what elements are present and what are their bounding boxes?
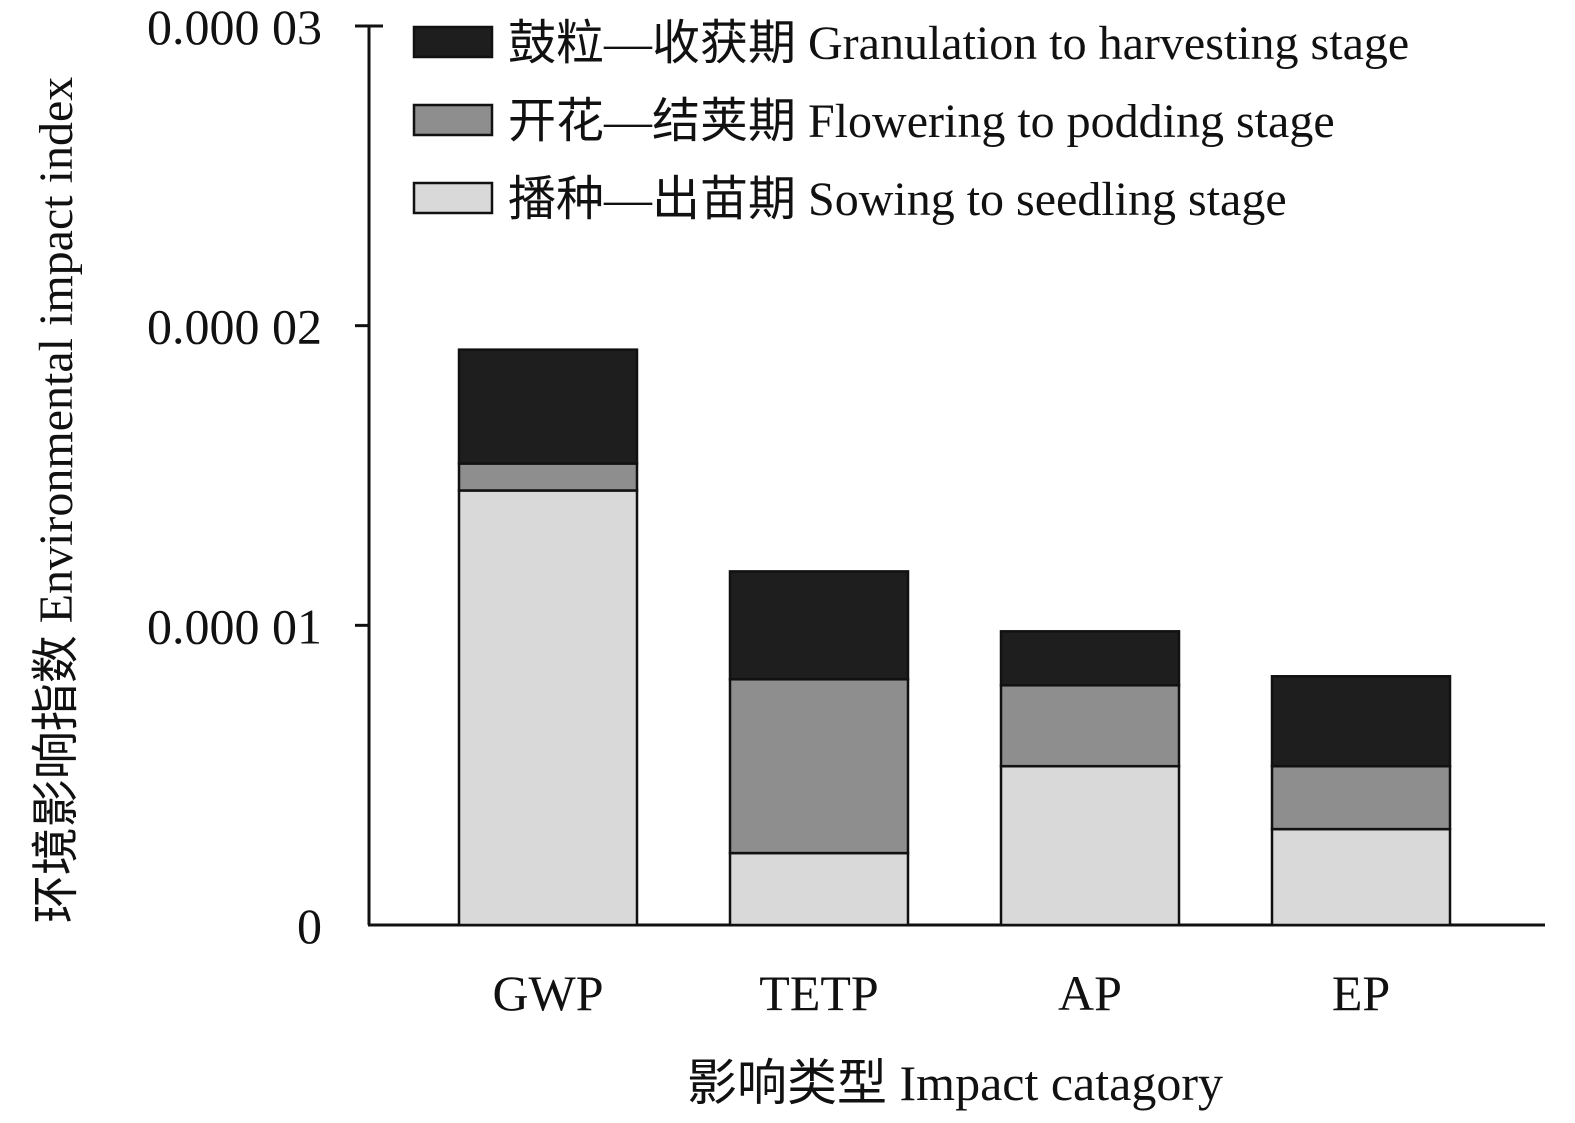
bar-segment	[1270, 827, 1452, 927]
bar-segment	[728, 851, 910, 927]
x-tick-label: TETP	[759, 965, 878, 1021]
y-tick-label: 0.000 03	[147, 0, 322, 55]
x-axis-label: 影响类型 Impact catagory	[687, 1055, 1223, 1111]
x-tick-label: EP	[1332, 965, 1390, 1021]
legend-label: 开花—结荚期 Flowering to podding stage	[508, 95, 1335, 148]
bar-segment	[728, 678, 910, 855]
bar-segment	[457, 489, 639, 927]
x-tick-label: AP	[1058, 965, 1122, 1021]
bar-segment	[728, 570, 910, 681]
bar-segment	[999, 630, 1181, 687]
x-tick-labels: GWP TETP AP EP	[492, 965, 1390, 1021]
legend: 鼓粒—收获期 Granulation to harvesting stage 开花…	[412, 17, 1409, 226]
y-ticks: 0 0.000 01 0.000 02 0.000 03	[147, 0, 369, 954]
bar-segment	[999, 764, 1181, 927]
bar-segment	[1270, 764, 1452, 831]
legend-swatch	[412, 25, 494, 59]
bar-segment	[1270, 675, 1452, 768]
bar-segment	[999, 684, 1181, 768]
bar-segment	[457, 462, 639, 492]
y-tick-label: 0	[297, 898, 322, 954]
y-tick-label: 0.000 01	[147, 598, 322, 654]
y-axis-label: 环境影响指数 Environmental impact index	[30, 77, 83, 924]
bars	[457, 348, 1452, 927]
legend-label: 播种—出苗期 Sowing to seedling stage	[508, 173, 1287, 226]
bar-segment	[457, 348, 639, 465]
legend-swatch	[412, 103, 494, 137]
legend-label: 鼓粒—收获期 Granulation to harvesting stage	[508, 17, 1409, 70]
legend-swatch	[412, 181, 494, 215]
x-tick-label: GWP	[492, 965, 603, 1021]
y-tick-label: 0.000 02	[147, 299, 322, 355]
